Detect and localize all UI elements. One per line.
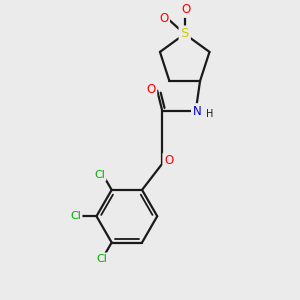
Text: Cl: Cl xyxy=(70,211,81,221)
Text: S: S xyxy=(181,27,189,40)
Text: N: N xyxy=(193,105,202,118)
Text: O: O xyxy=(164,154,173,167)
Text: Cl: Cl xyxy=(97,254,108,264)
Text: H: H xyxy=(206,109,214,119)
Text: Cl: Cl xyxy=(94,170,105,180)
Text: O: O xyxy=(159,12,168,26)
Text: O: O xyxy=(182,3,191,16)
Text: O: O xyxy=(146,82,155,96)
